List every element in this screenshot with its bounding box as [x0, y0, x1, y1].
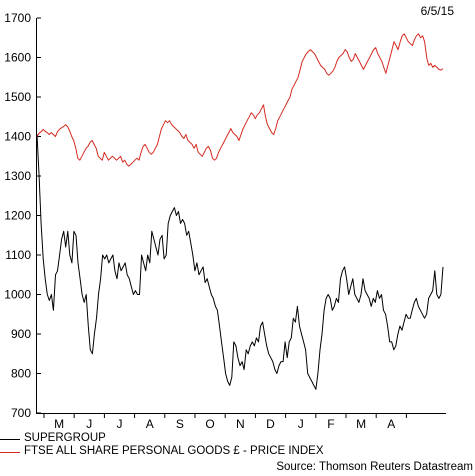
x-tick-label: M — [54, 417, 64, 431]
x-tick-label: D — [266, 417, 275, 431]
x-tick-label: A — [146, 417, 154, 431]
y-tick-label: 1200 — [4, 209, 31, 223]
legend-label-ftse-personal-goods: FTSE ALL SHARE PERSONAL GOODS £ - PRICE … — [24, 445, 324, 457]
x-tick-label: J — [298, 417, 304, 431]
legend-swatch-ftse-personal-goods — [0, 452, 20, 453]
legend-label-supergroup: SUPERGROUP — [24, 432, 106, 444]
y-tick-label: 1600 — [4, 51, 31, 65]
x-tick-label: O — [205, 417, 214, 431]
source-note: Source: Thomson Reuters Datastream — [276, 461, 473, 473]
y-tick-label: 800 — [11, 367, 31, 381]
y-tick-label: 1000 — [4, 288, 31, 302]
y-tick-label: 1300 — [4, 169, 31, 183]
y-tick-label: 1100 — [5, 248, 31, 262]
y-tick-label: 1400 — [4, 130, 31, 144]
x-tick-label: M — [356, 417, 366, 431]
y-tick-label: 900 — [11, 327, 31, 341]
y-tick-label: 1500 — [4, 90, 31, 104]
series-line-supergroup — [36, 134, 444, 390]
y-tick-label: 700 — [11, 406, 31, 420]
x-tick-label: N — [236, 417, 245, 431]
y-tick-label: 1700 — [4, 11, 31, 25]
x-tick-label: S — [176, 417, 184, 431]
x-tick-label: J — [117, 417, 123, 431]
x-tick-label: A — [387, 417, 395, 431]
x-tick-label: F — [327, 417, 334, 431]
legend-swatch-supergroup — [0, 439, 20, 440]
series-line-ftse-personal-goods — [36, 33, 444, 167]
series-lines — [36, 33, 444, 390]
x-tick-label: J — [86, 417, 92, 431]
y-axis: 700 800 900 1000 1100 1200 1300 1400 1500 1600 170… — [4, 11, 41, 420]
date-label: 6/5/15 — [420, 4, 454, 18]
